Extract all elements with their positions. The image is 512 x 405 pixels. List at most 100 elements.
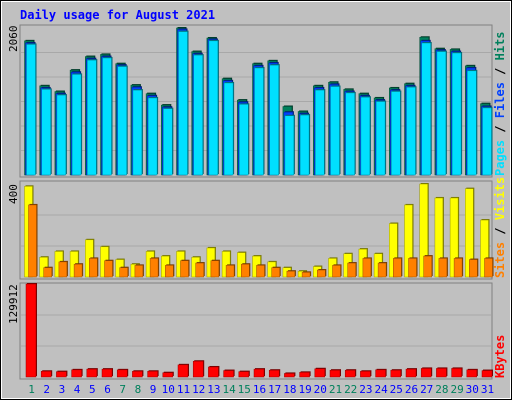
- sites-bar-16-face: [256, 265, 265, 278]
- kbytes-bar-6: [101, 368, 113, 378]
- pages-bar-9-face: [147, 97, 158, 176]
- kbytes-bar-4: [71, 368, 83, 378]
- sites-bar-22-face: [347, 262, 356, 278]
- pages-bar-4-face: [71, 74, 82, 176]
- pages-bar-24-face: [375, 101, 386, 176]
- kbytes-bar-17-face: [268, 369, 280, 378]
- kbytes-bar-27-face: [420, 368, 432, 378]
- sites-bar-10: [165, 264, 175, 278]
- kbytes-bar-12: [192, 360, 205, 378]
- day-label-30: 30: [466, 383, 479, 396]
- sites-bar-15: [241, 263, 251, 278]
- kbytes-bar-6-face: [101, 368, 113, 378]
- kbytes-bar-22-face: [344, 369, 356, 378]
- legend-sites: Sites: [493, 242, 507, 278]
- day-label-17: 17: [268, 383, 281, 396]
- sites-bar-27-face: [423, 255, 432, 278]
- kbytes-bar-20-face: [314, 368, 326, 378]
- kbytes-bar-19-face: [299, 372, 310, 378]
- kbytes-bar-3: [56, 370, 68, 378]
- kbytes-bar-18-face: [284, 373, 295, 378]
- pages-bar-7: [117, 65, 128, 176]
- sites-bar-1: [28, 203, 38, 278]
- pages-bar-19-face: [299, 114, 310, 176]
- legend-files: Files: [493, 82, 507, 118]
- day-label-24: 24: [374, 383, 388, 396]
- legend-sep-1: /: [493, 118, 507, 140]
- kbytes-bar-31: [481, 369, 493, 378]
- sites-bar-21-face: [332, 265, 341, 278]
- kbytes-bar-11: [177, 363, 189, 378]
- pages-bar-2: [41, 88, 52, 176]
- sites-bar-7: [119, 266, 129, 278]
- sites-bar-20-face: [317, 269, 326, 278]
- day-label-1: 1: [28, 383, 35, 396]
- day-label-31: 31: [481, 383, 494, 396]
- pages-bar-13-face: [208, 40, 219, 176]
- kbytes-bar-4-face: [71, 369, 82, 378]
- sites-bar-22: [347, 262, 357, 278]
- pages-bar-8: [132, 89, 143, 176]
- legend-hits: Hits: [493, 31, 507, 60]
- day-label-5: 5: [89, 383, 96, 396]
- kbytes-bar-5-face: [86, 368, 98, 378]
- kbytes-bar-28-face: [436, 368, 447, 378]
- kbytes-bar-23-face: [360, 371, 371, 378]
- pages-bar-11-face: [178, 31, 188, 176]
- pages-bar-9: [147, 96, 159, 176]
- pages-bar-28-face: [436, 51, 447, 176]
- kbytes-bar-24: [375, 368, 387, 378]
- day-label-28: 28: [435, 383, 448, 396]
- pages-bar-16: [254, 66, 265, 176]
- pages-bar-24: [375, 100, 387, 176]
- kbytes-bar-2-face: [40, 371, 52, 378]
- day-label-8: 8: [135, 383, 142, 396]
- sites-bar-4-face: [73, 263, 83, 278]
- kbytes-bar-5: [86, 368, 98, 378]
- hits-ymax-label: 2060: [7, 26, 20, 53]
- pages-bar-23-face: [360, 96, 371, 176]
- kbytes-bar-10: [162, 371, 174, 378]
- kbytes-bar-23: [360, 370, 372, 378]
- day-label-11: 11: [177, 383, 190, 396]
- kbytes-bar-29-face: [451, 368, 462, 378]
- day-label-22: 22: [344, 383, 357, 396]
- sites-bar-14: [225, 264, 236, 278]
- pages-bar-21-face: [330, 86, 340, 176]
- kbytes-bar-9-face: [147, 371, 158, 378]
- pages-bar-26-face: [406, 86, 416, 176]
- kbytes-bar-26: [405, 368, 417, 378]
- pages-bar-2-face: [41, 89, 51, 176]
- kbytes-legend: KBytes: [493, 335, 507, 378]
- pages-bar-22: [345, 91, 356, 176]
- kbytes-bar-7-face: [116, 369, 128, 378]
- pages-bar-11: [178, 30, 189, 176]
- sites-bar-1-face: [28, 204, 37, 278]
- sites-bar-26-face: [408, 258, 417, 278]
- sites-bar-6-face: [104, 260, 113, 278]
- legend-sep-2: /: [493, 60, 507, 82]
- kbytes-bar-19: [299, 371, 311, 378]
- pages-bar-14: [223, 81, 235, 176]
- kbytes-bar-27: [420, 367, 433, 378]
- sites-bar-25-face: [393, 258, 402, 278]
- sites-bar-24: [377, 262, 388, 278]
- pages-bar-30-face: [467, 70, 477, 176]
- bars: [24, 27, 494, 378]
- day-label-6: 6: [104, 383, 111, 396]
- kbytes-bar-30: [466, 368, 478, 378]
- sites-bar-30: [469, 258, 479, 278]
- sites-bar-11: [180, 259, 190, 278]
- kbytes-bar-9: [147, 370, 159, 378]
- pages-bar-6: [102, 56, 113, 176]
- pages-bar-8-face: [132, 89, 143, 176]
- pages-bar-12: [193, 54, 204, 176]
- sites-bar-6: [104, 259, 114, 278]
- sites-bar-17: [271, 266, 281, 278]
- pages-bar-17: [269, 64, 280, 176]
- sites-bar-10-face: [165, 265, 174, 278]
- sites-bar-23-face: [362, 258, 372, 278]
- kbytes-bar-16-face: [253, 368, 265, 378]
- sites-bar-18: [286, 270, 296, 278]
